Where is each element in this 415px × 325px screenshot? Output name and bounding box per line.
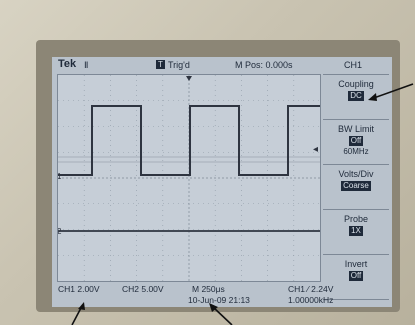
trigger-waveform-icon: Ⅱ <box>84 60 89 70</box>
ch1-arrowhead-icon <box>78 302 85 310</box>
readout-bar: CH1 2.00V CH2 5.00V M 250μs 10-Jun-09 21… <box>52 283 392 307</box>
coupling-label: Coupling <box>338 79 374 89</box>
ch2-scale: CH2 5.00V <box>122 284 164 294</box>
volts-div-menu-item[interactable]: Volts/Div Coarse <box>323 164 389 209</box>
trigger-marker-icon: T <box>156 60 165 69</box>
ch1-scale: CH1 2.00V <box>58 284 100 294</box>
coupling-menu-item[interactable]: Coupling DC <box>323 74 389 119</box>
volts-div-label: Volts/Div <box>338 169 374 179</box>
oscilloscope-screen: Tek Ⅱ T Trig'd M Pos: 0.000s CH1 <box>52 57 392 307</box>
date-time: 10-Jun-09 21:13 <box>188 295 250 305</box>
date-arrow-icon <box>212 306 233 325</box>
brand-label: Tek <box>58 58 77 70</box>
volts-div-value: Coarse <box>341 181 371 191</box>
menu-title: CH1 <box>344 60 363 70</box>
probe-label: Probe <box>343 214 369 224</box>
invert-value: Off <box>348 271 364 281</box>
trigger-level-arrow-icon: ◂ <box>313 144 318 155</box>
invert-label: Invert <box>344 259 368 269</box>
coupling-value: DC <box>348 91 364 101</box>
coupling-arrowhead-icon <box>368 93 377 101</box>
ch1-square-wave <box>58 105 320 176</box>
side-menu: Coupling DC BW Limit Off 60MHz Volts/Div… <box>323 74 389 302</box>
timebase: M 250μs <box>192 284 225 294</box>
trigger-position-marker <box>186 76 192 81</box>
bw-limit-frequency: 60MHz <box>343 147 369 156</box>
main-position: M Pos: 0.000s <box>235 60 293 70</box>
date-arrowhead-icon <box>209 303 218 312</box>
ch1-ground-marker: 1 <box>58 172 62 181</box>
status-bar: Tek Ⅱ T Trig'd M Pos: 0.000s CH1 <box>52 57 392 74</box>
probe-menu-item[interactable]: Probe 1X <box>323 209 389 254</box>
probe-value: 1X <box>349 226 363 236</box>
bw-limit-value: Off <box>348 136 364 146</box>
waveform-display: ◂ 1 2 <box>57 74 321 282</box>
bw-limit-label: BW Limit <box>338 124 374 134</box>
trigger-status: Trig'd <box>168 60 190 70</box>
invert-menu-item[interactable]: Invert Off <box>323 254 389 300</box>
coupling-arrow-icon <box>370 83 414 100</box>
trigger-frequency: 1.00000kHz <box>288 295 334 305</box>
bw-limit-menu-item[interactable]: BW Limit Off 60MHz <box>323 119 389 164</box>
trigger-level: CH1 ⁄ 2.24V <box>288 284 334 294</box>
ch2-ground-marker: 2 <box>58 227 62 236</box>
graticule-and-traces: ◂ 1 2 <box>57 75 320 281</box>
